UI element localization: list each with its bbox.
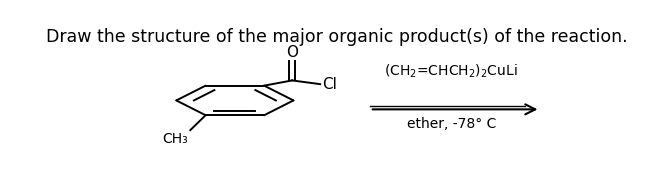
Text: Draw the structure of the major organic product(s) of the reaction.: Draw the structure of the major organic … [46, 28, 627, 46]
Text: CH₃: CH₃ [162, 132, 188, 146]
Text: O: O [286, 45, 298, 60]
Text: ether, -78° C: ether, -78° C [407, 117, 496, 131]
Text: Cl: Cl [322, 77, 336, 92]
Text: (CH$_2$=CHCH$_2$)$_2$CuLi: (CH$_2$=CHCH$_2$)$_2$CuLi [384, 62, 518, 80]
